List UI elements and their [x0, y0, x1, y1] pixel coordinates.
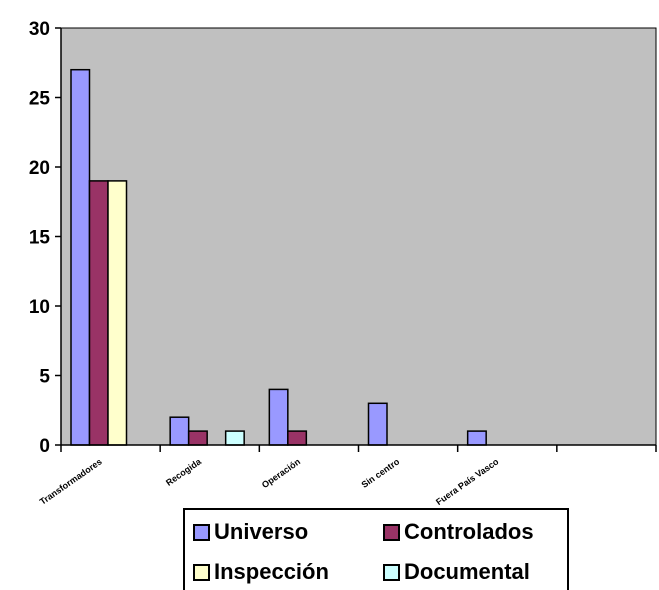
y-tick-label: 10 [29, 297, 50, 318]
y-tick-label: 0 [39, 436, 50, 457]
legend-label-documental: Documental [404, 559, 530, 584]
y-axis-ticks: 0 5 10 15 20 25 30 [29, 19, 61, 457]
bar-controlados-1 [187, 430, 208, 446]
bar-universo-0 [70, 68, 91, 446]
y-tick-label: 5 [39, 367, 50, 388]
legend-label-universo: Universo [214, 519, 309, 544]
legend-item-controlados: Controlados [383, 520, 534, 544]
legend-swatch-documental [383, 563, 400, 581]
legend-swatch-inspeccion [193, 563, 210, 581]
legend-swatch-universo [193, 523, 210, 541]
legend-item-universo: Universo [193, 520, 308, 544]
y-tick-label: 20 [29, 158, 50, 179]
x-category-label: Sin centro [360, 456, 402, 490]
x-category-label: Transformadores [38, 456, 104, 506]
x-axis-labels: Transformadores Recogida Operación Sin cent… [38, 456, 501, 507]
bar-universo-3 [367, 402, 388, 446]
legend-label-controlados: Controlados [404, 519, 534, 544]
legend-item-documental: Documental [383, 560, 530, 584]
x-category-label: Recogida [164, 456, 204, 488]
legend-label-inspeccion: Inspección [214, 559, 329, 584]
bar-controlados-2 [287, 430, 308, 446]
bar-universo-4 [466, 430, 487, 446]
x-category-label: Fuera País Vasco [434, 456, 501, 507]
x-axis-ticks [60, 445, 657, 452]
bar-controlados-0 [88, 180, 109, 446]
chart-legend: Universo Controlados Inspección Document… [183, 508, 569, 590]
bar-documental-1 [224, 430, 245, 446]
plot-area [60, 27, 657, 446]
bar-inspecci-n-0 [107, 180, 128, 446]
bar-universo-1 [169, 416, 190, 446]
bar-universo-2 [268, 388, 289, 446]
y-tick-label: 25 [29, 89, 51, 110]
legend-item-inspeccion: Inspección [193, 560, 329, 584]
y-tick-label: 30 [29, 19, 50, 40]
legend-swatch-controlados [383, 523, 400, 541]
y-tick-label: 15 [29, 228, 51, 249]
x-category-label: Operación [260, 456, 302, 490]
